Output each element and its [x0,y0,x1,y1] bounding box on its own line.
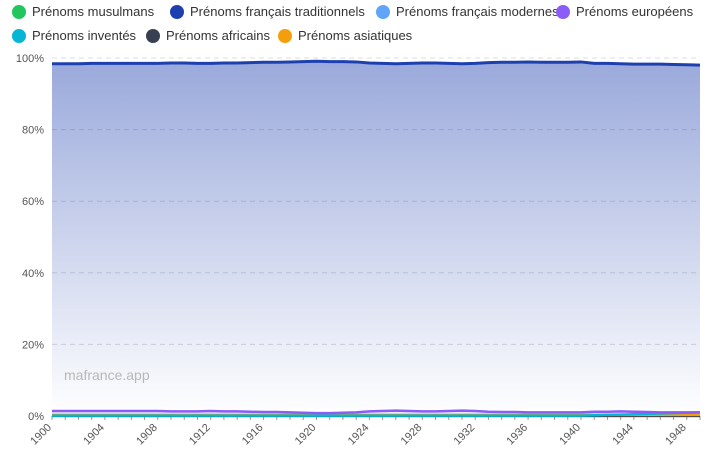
legend-swatch [12,4,26,19]
y-tick-label: 60% [22,196,44,208]
x-axis: 1900 1904 1908 1912 1916 1920 1924 1928 1932 1936… [28,415,701,448]
legend-label: Prénoms musulmans [32,4,155,19]
y-axis: 0% 20% 40% 60% 80% 100% [16,53,44,423]
y-tick-label: 0% [28,411,44,423]
watermark-text: mafrance.app [64,367,150,383]
x-tick-label: 1900 [28,422,54,448]
series-area-1 [52,61,700,416]
series-line-1[interactable] [52,59,701,67]
legend-item-3[interactable]: Prénoms européens [556,4,693,19]
legend-item-1[interactable]: Prénoms français traditionnels [170,4,365,19]
legend-item-4[interactable]: Prénoms inventés [12,28,136,43]
x-tick-label: 1912 [187,422,213,448]
series-line-4[interactable] [52,411,701,417]
legend-swatch [556,4,570,19]
legend-label: Prénoms français modernes [396,4,559,19]
x-tick-label: 1908 [134,422,160,448]
y-tick-label: 20% [22,339,44,351]
x-tick-label: 1924 [346,422,372,448]
legend-label: Prénoms africains [166,28,271,43]
legend-swatch [278,28,292,43]
legend-item-6[interactable]: Prénoms asiatiques [278,28,412,43]
legend-item-5[interactable]: Prénoms africains [146,28,270,43]
legend-label: Prénoms européens [576,4,694,19]
legend-swatch [170,4,184,19]
x-tick-label: 1928 [399,422,425,448]
legend-swatch [146,28,160,43]
x-tick-label: 1940 [557,422,583,448]
legend-item-0[interactable]: Prénoms musulmans [12,4,154,19]
series-line-3[interactable] [52,409,700,415]
legend-label: Prénoms français traditionnels [190,4,365,19]
legend-swatch [12,28,26,43]
series-areas [52,61,700,416]
x-tick-label: 1944 [610,422,636,448]
legend-label: Prénoms inventés [32,28,137,43]
x-tick-label: 1904 [81,422,107,448]
x-tick-label: 1916 [240,422,266,448]
x-tick-label: 1936 [504,422,530,448]
y-tick-label: 100% [16,53,44,65]
x-tick-label: 1948 [663,422,689,448]
legend-label: Prénoms asiatiques [298,28,413,43]
y-tick-label: 80% [22,125,44,137]
legend-item-2[interactable]: Prénoms français modernes [376,4,559,19]
x-tick-label: 1932 [452,422,478,448]
x-tick-label: 1920 [293,422,319,448]
series-lines [52,59,701,418]
legend-swatch [376,4,390,19]
y-tick-label: 40% [22,268,44,280]
